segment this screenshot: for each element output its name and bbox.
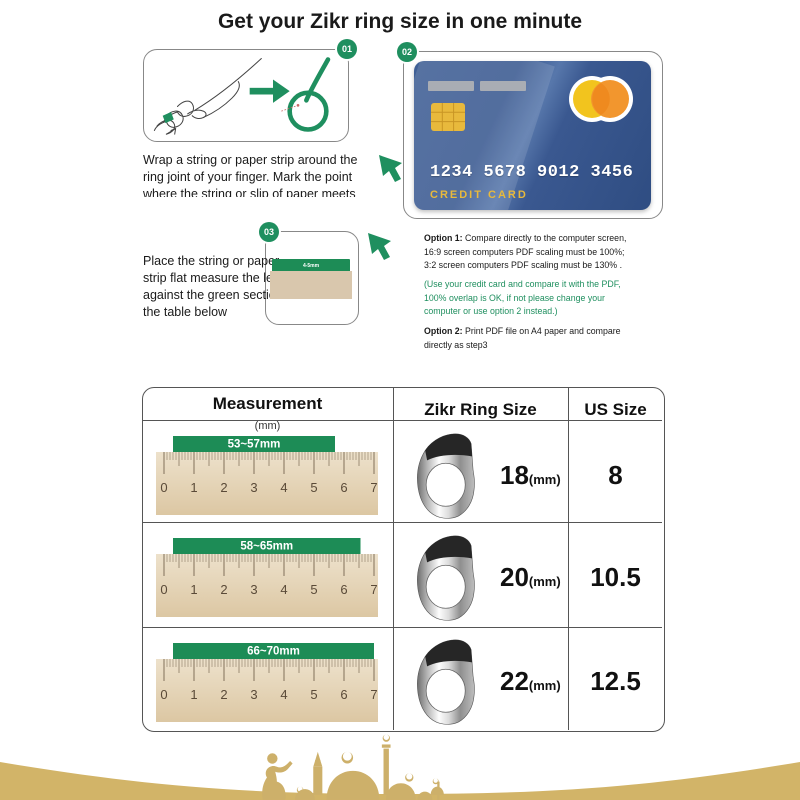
svg-text:66~70mm: 66~70mm	[247, 646, 300, 658]
svg-text:53~57mm: 53~57mm	[228, 439, 281, 451]
svg-text:2: 2	[220, 480, 227, 495]
svg-text:1: 1	[190, 480, 197, 495]
svg-text:1: 1	[190, 582, 197, 597]
svg-text:1: 1	[190, 687, 197, 702]
svg-text:0: 0	[160, 582, 167, 597]
svg-text:7: 7	[370, 480, 377, 495]
svg-text:58~65mm: 58~65mm	[240, 541, 293, 553]
svg-text:6: 6	[340, 582, 347, 597]
svg-text:6: 6	[340, 480, 347, 495]
svg-text:4: 4	[280, 480, 287, 495]
svg-text:0: 0	[160, 687, 167, 702]
svg-text:7: 7	[370, 582, 377, 597]
svg-text:2: 2	[220, 687, 227, 702]
svg-text:3: 3	[250, 582, 257, 597]
svg-text:7: 7	[370, 687, 377, 702]
svg-text:3: 3	[250, 687, 257, 702]
svg-text:3: 3	[250, 480, 257, 495]
svg-text:6: 6	[340, 687, 347, 702]
svg-text:5: 5	[310, 582, 317, 597]
svg-text:5: 5	[310, 687, 317, 702]
svg-text:2: 2	[220, 582, 227, 597]
svg-text:5: 5	[310, 480, 317, 495]
svg-text:0: 0	[160, 480, 167, 495]
svg-text:4: 4	[280, 582, 287, 597]
svg-text:4: 4	[280, 687, 287, 702]
